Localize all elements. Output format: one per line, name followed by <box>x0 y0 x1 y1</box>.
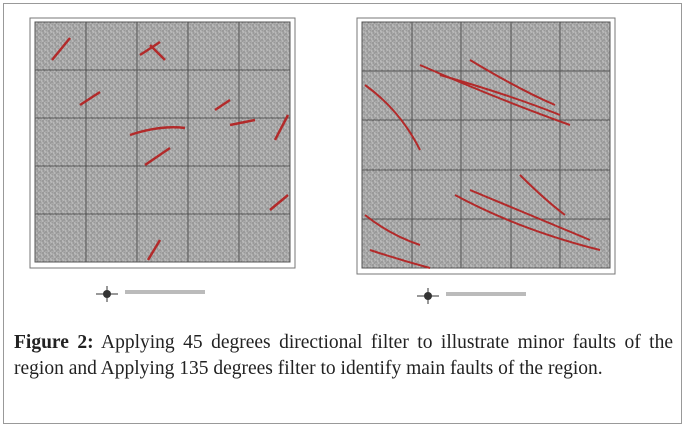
caption-text: Applying 45 degrees directional filter t… <box>14 332 673 379</box>
figure-caption: Figure 2: Applying 45 degrees directiona… <box>14 330 673 382</box>
legend-graphics <box>96 286 526 304</box>
figure-frame <box>3 3 682 424</box>
figure-image <box>29 17 616 304</box>
map-left <box>29 17 296 269</box>
figure-label: Figure 2: <box>14 332 94 353</box>
map-right <box>356 17 616 275</box>
